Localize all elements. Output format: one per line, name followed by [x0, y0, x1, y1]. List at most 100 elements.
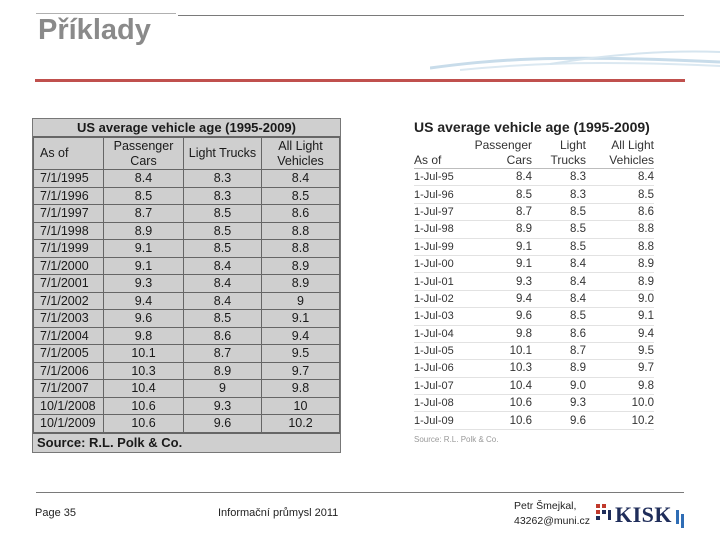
left-table-row: 7/1/2006 10.3 8.9 9.7: [33, 361, 340, 380]
left-table-row: 7/1/1998 8.9 8.5 8.8: [33, 221, 340, 240]
left-table-value-cell: 9.7: [261, 361, 340, 380]
left-table-value-cell: 9.3: [183, 396, 262, 415]
right-table-value-cell: 9.1: [472, 255, 532, 274]
right-table-value-cell: 9.8: [472, 325, 532, 343]
right-header-as-of: As of: [414, 153, 472, 169]
right-table-value-cell: 9.6: [472, 307, 532, 326]
right-header-light: Light: [559, 138, 586, 152]
left-table-source: Source: R.L. Polk & Co.: [33, 432, 340, 452]
right-table-value-cell: 8.9: [472, 220, 532, 239]
left-table-row: 7/1/2007 10.4 9 9.8: [33, 379, 340, 398]
left-table-value-cell: 10.4: [103, 379, 184, 398]
left-table-row: 7/1/1999 9.1 8.5 8.8: [33, 239, 340, 258]
right-table-row: 1-Jul-96 8.5 8.3 8.5: [414, 185, 654, 204]
kisk-logo-bars-icon: [676, 510, 684, 528]
left-table-value-cell: 8.4: [103, 169, 184, 188]
right-table-value-cell: 8.6: [586, 203, 654, 222]
right-table-value-cell: 8.9: [586, 272, 654, 291]
right-header-cars: Cars: [472, 153, 532, 169]
author-info: Petr Šmejkal, 43262@muni.cz: [514, 499, 590, 529]
slide-title: Příklady: [38, 14, 151, 46]
right-table-value-cell: 10.1: [472, 342, 532, 361]
right-table-row: 1-Jul-07 10.4 9.0 9.8: [414, 377, 654, 396]
right-table-value-cell: 10.4: [472, 377, 532, 396]
footer-course-title: Informační průmysl 2011: [218, 507, 339, 519]
right-table-value-cell: 8.5: [532, 203, 586, 222]
left-table-value-cell: 8.8: [261, 239, 340, 258]
left-table-grid: As of Passenger Cars Light Trucks All Li…: [33, 137, 340, 433]
kisk-logo: KISK: [594, 500, 686, 530]
right-table-value-cell: 8.4: [532, 290, 586, 309]
left-table-date-cell: 7/1/2000: [33, 256, 104, 275]
left-table-value-cell: 8.5: [183, 239, 262, 258]
left-table-value-cell: 8.5: [261, 186, 340, 205]
right-table-value-cell: 9.8: [586, 377, 654, 396]
right-table-value-cell: 8.9: [586, 255, 654, 274]
right-table-value-cell: 8.5: [532, 238, 586, 256]
left-table-value-cell: 9.4: [103, 291, 184, 310]
right-table-value-cell: 8.5: [586, 185, 654, 204]
right-table-value-cell: 9.3: [532, 394, 586, 413]
left-table-row: 7/1/1996 8.5 8.3 8.5: [33, 186, 340, 205]
left-table-title: US average vehicle age (1995-2009): [33, 119, 340, 137]
left-table-date-cell: 7/1/1999: [33, 239, 104, 258]
left-table-value-cell: 9: [183, 379, 262, 398]
right-table-row: 1-Jul-09 10.6 9.6 10.2: [414, 411, 654, 430]
right-table-value-cell: 9.7: [586, 359, 654, 378]
top-rule-left: [36, 13, 176, 14]
right-table-value-cell: 9.4: [472, 290, 532, 309]
left-table-value-cell: 8.3: [183, 186, 262, 205]
left-table-value-cell: 10: [261, 396, 340, 415]
left-table-row: 7/1/2004 9.8 8.6 9.4: [33, 326, 340, 345]
left-table-row: 7/1/2000 9.1 8.4 8.9: [33, 256, 340, 275]
left-header-as-of: As of: [33, 137, 104, 170]
left-table-value-cell: 9.1: [103, 256, 184, 275]
page-number: Page 35: [35, 507, 76, 519]
vehicle-age-table-image: US average vehicle age (1995-2009) As of…: [32, 118, 341, 453]
left-table-value-cell: 8.4: [183, 256, 262, 275]
left-table-value-cell: 8.6: [183, 326, 262, 345]
left-table-date-cell: 7/1/2007: [33, 379, 104, 398]
left-table-value-cell: 9.6: [183, 414, 262, 433]
left-table-value-cell: 10.3: [103, 361, 184, 380]
left-table-value-cell: 9.1: [103, 239, 184, 258]
right-table-value-cell: 8.3: [532, 185, 586, 204]
right-header-trucks: Trucks: [532, 153, 586, 169]
decorative-swoosh: [430, 50, 720, 71]
right-table-value-cell: 8.8: [586, 238, 654, 256]
kisk-logo-mark-icon: [596, 504, 611, 520]
left-table-value-cell: 9: [261, 291, 340, 310]
right-table-value-cell: 9.5: [586, 342, 654, 361]
right-header-top-blank: [414, 138, 472, 153]
right-table-value-cell: 9.3: [472, 272, 532, 291]
left-table-row: 10/1/2008 10.6 9.3 10: [33, 396, 340, 415]
left-table-value-cell: 9.1: [261, 309, 340, 328]
right-table-row: 1-Jul-98 8.9 8.5 8.8: [414, 220, 654, 239]
right-table-value-cell: 10.0: [586, 394, 654, 413]
right-table-row: 1-Jul-06 10.3 8.9 9.7: [414, 359, 654, 378]
left-table-date-cell: 7/1/2005: [33, 344, 104, 363]
left-table-value-cell: 8.3: [183, 169, 262, 188]
right-table-value-cell: 9.1: [586, 307, 654, 326]
left-table-value-cell: 8.9: [261, 274, 340, 293]
left-table-value-cell: 10.6: [103, 396, 184, 415]
right-table-date-cell: 1-Jul-09: [414, 411, 472, 430]
left-table-date-cell: 7/1/1996: [33, 186, 104, 205]
right-table-date-cell: 1-Jul-96: [414, 185, 472, 204]
left-table-value-cell: 9.8: [261, 379, 340, 398]
left-table-value-cell: 8.7: [183, 344, 262, 363]
right-table-date-cell: 1-Jul-97: [414, 203, 472, 222]
left-table-value-cell: 8.4: [261, 169, 340, 188]
left-table-value-cell: 8.9: [183, 361, 262, 380]
right-table-value-cell: 8.5: [532, 220, 586, 239]
right-table-value-cell: 8.6: [532, 325, 586, 343]
right-table-value-cell: 8.4: [586, 168, 654, 187]
right-table-value-cell: 9.0: [532, 377, 586, 396]
right-table-value-cell: 8.9: [532, 359, 586, 378]
left-table-date-cell: 10/1/2008: [33, 396, 104, 415]
right-table-row: 1-Jul-08 10.6 9.3 10.0: [414, 394, 654, 413]
left-table-value-cell: 8.7: [103, 204, 184, 223]
left-table-value-cell: 9.4: [261, 326, 340, 345]
left-table-date-cell: 7/1/1997: [33, 204, 104, 223]
right-table-date-cell: 1-Jul-06: [414, 359, 472, 378]
